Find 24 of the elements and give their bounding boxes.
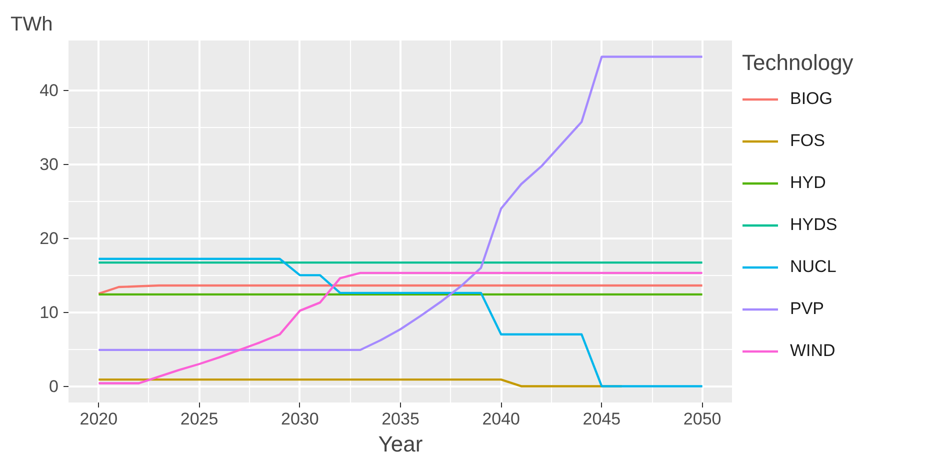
y-tick-label: 40	[40, 81, 59, 100]
x-axis-title: Year	[378, 432, 423, 456]
line-series	[98, 284, 704, 295]
line-series	[98, 56, 704, 352]
legend-label: FOS	[790, 131, 825, 151]
legend-label: HYDS	[790, 215, 838, 235]
legend-label: PVP	[790, 299, 824, 319]
legend-label: WIND	[790, 341, 836, 361]
legend-label: NUCL	[790, 257, 836, 277]
y-tick-label: 0	[49, 377, 59, 396]
y-tick-label: 20	[40, 229, 59, 248]
x-tick-label: 2030	[280, 410, 319, 428]
y-tick-label: 10	[40, 303, 59, 322]
x-tick-label: 2050	[683, 410, 722, 428]
legend-title: Technology	[742, 50, 854, 76]
x-tick-label: 2040	[482, 410, 520, 428]
y-tick-label: 30	[40, 155, 59, 174]
x-tick-label: 2020	[80, 410, 118, 428]
x-tick-label: 2025	[180, 410, 218, 428]
legend-label: HYD	[790, 173, 826, 193]
x-tick-label: 2045	[582, 410, 621, 428]
legend-label: BIOG	[790, 89, 833, 109]
y-axis-title: TWh	[10, 14, 53, 36]
x-tick-label: 2035	[382, 410, 420, 428]
